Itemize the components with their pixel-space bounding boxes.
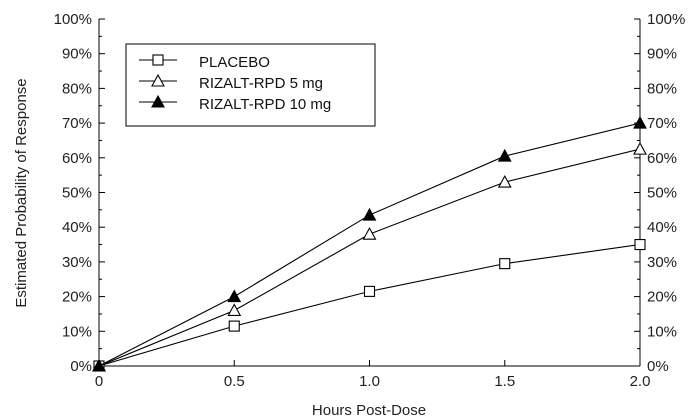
series-2-point-3 [497,148,512,162]
series-0-point-1 [228,320,240,332]
y-tick-label-left-2: 20% [62,289,92,306]
x-tick-label-1: 0.5 [224,373,245,390]
y-axis-title: Estimated Probability of Response [13,78,30,307]
y-tick-label-right-2: 20% [647,289,677,306]
y-tick-label-left-1: 10% [62,323,92,340]
y-tick-label-right-3: 30% [647,254,677,271]
x-tick-label-0: 0 [95,373,103,390]
legend-label-1: RIZALT-RPD 5 mg [199,75,323,92]
y-tick-label-right-4: 40% [647,219,677,236]
series-1-point-4 [633,141,647,155]
legend-marker-0 [152,54,164,66]
series-layer [92,115,647,372]
ticks: 0% 0% 10% 10% 20% 20% 30% 30% 40% 40% 50% 50% 60% 60%… [54,11,686,390]
series-1 [92,141,647,372]
y-tick-label-left-10: 100% [54,11,92,28]
series-1-point-1 [227,303,242,317]
legend: PLACEBO RIZALT-RPD 5 mg RIZALT-RPD 10 mg [125,43,376,127]
legend-marker-1 [151,73,165,87]
x-tick-label-2: 1.0 [359,373,380,390]
y-tick-label-right-0: 0% [647,358,669,375]
series-line-0 [98,244,641,367]
series-1-point-3 [497,174,512,188]
legend-label-2: RIZALT-RPD 10 mg [199,96,331,113]
series-2-point-4 [633,115,647,129]
x-tick-label-4: 2.0 [630,373,651,390]
series-line-1 [98,148,641,367]
series-2-point-2 [362,207,377,221]
series-2-point-1 [227,289,242,303]
series-1-point-2 [362,226,377,240]
y-tick-label-left-9: 90% [62,46,92,63]
y-tick-label-right-9: 90% [647,46,677,63]
series-2 [92,115,647,372]
legend-label-0: PLACEBO [199,54,270,71]
x-tick-label-3: 1.5 [494,373,515,390]
y-tick-label-right-5: 50% [647,185,677,202]
y-tick-label-right-1: 10% [647,323,677,340]
y-tick-label-left-6: 60% [62,150,92,167]
y-tick-label-left-0: 0% [70,358,92,375]
y-tick-label-right-8: 80% [647,80,677,97]
series-0-point-2 [363,285,376,297]
y-tick-label-left-7: 70% [62,115,92,132]
legend-marker-2 [151,94,165,108]
y-tick-label-left-4: 40% [62,219,92,236]
series-0-point-4 [634,239,646,251]
x-axis-title: Hours Post-Dose [312,402,426,419]
y-tick-label-right-7: 70% [647,115,677,132]
y-tick-label-left-3: 30% [62,254,92,271]
legend-box [125,43,376,127]
series-0-point-3 [499,258,511,270]
y-tick-label-right-10: 100% [647,11,685,28]
y-tick-label-left-5: 50% [62,185,92,202]
y-tick-label-right-6: 60% [647,150,677,167]
series-0 [93,239,646,372]
series-2-point-0 [92,358,106,372]
series-line-2 [98,122,641,367]
y-tick-label-left-8: 80% [62,80,92,97]
